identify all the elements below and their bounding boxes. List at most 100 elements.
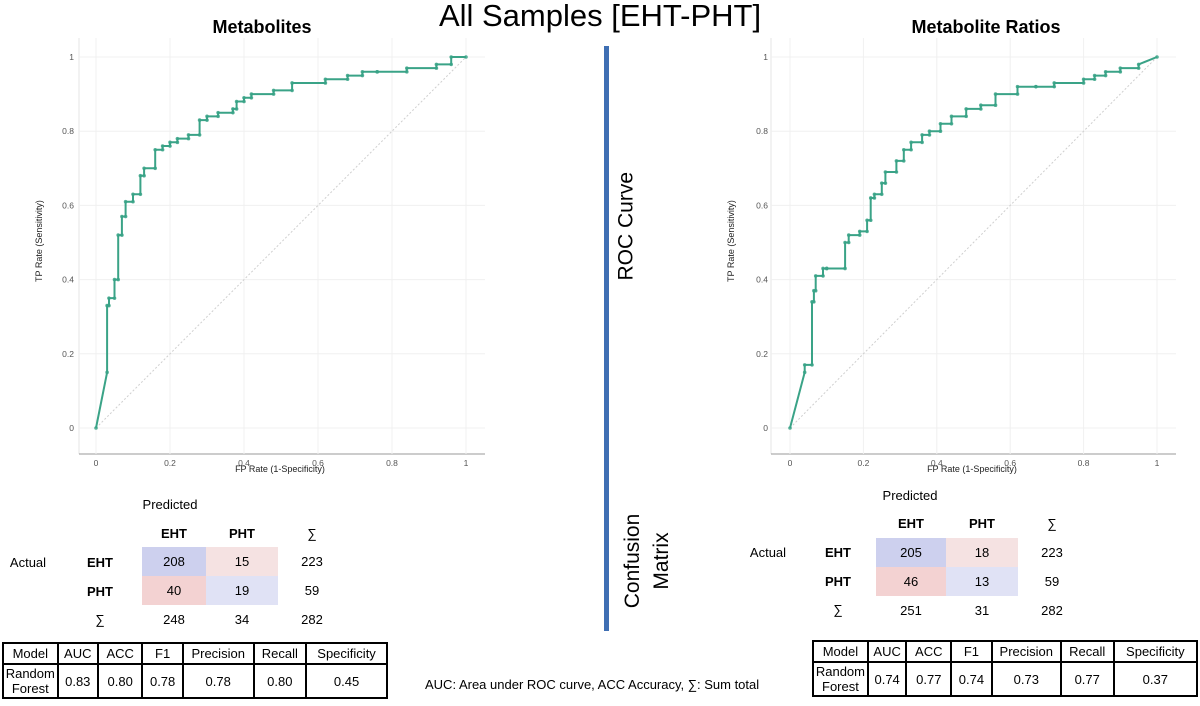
roc-point bbox=[197, 133, 202, 137]
roc-point bbox=[234, 99, 239, 104]
roc-point bbox=[94, 426, 98, 430]
y-axis-label: TP Rate (Sensitivity) bbox=[34, 200, 44, 282]
roc-point bbox=[927, 129, 932, 133]
roc-point bbox=[175, 140, 180, 145]
roc-point bbox=[112, 296, 117, 300]
roc-point bbox=[843, 266, 847, 271]
roc-point bbox=[105, 370, 109, 375]
x-axis-label: FP Rate (1-Specificity) bbox=[235, 464, 325, 474]
roc-point bbox=[883, 181, 888, 185]
metrics-f1-value: 0.74 bbox=[950, 661, 993, 697]
roc-point bbox=[434, 66, 439, 70]
roc-point bbox=[242, 99, 246, 104]
roc-point bbox=[138, 192, 143, 197]
y-tick-label: 0.8 bbox=[62, 126, 74, 136]
metrics-precision-value: 0.78 bbox=[181, 663, 255, 699]
cm-cell-eht-sum: 223 bbox=[1041, 545, 1063, 560]
roc-point bbox=[868, 196, 873, 200]
x-tick-label: 0.2 bbox=[857, 458, 869, 468]
cm-actual-label: Actual bbox=[9, 555, 47, 570]
metrics-header-precision: Precision bbox=[181, 642, 255, 665]
cm-cell-pht-eht: 40 bbox=[142, 576, 206, 605]
roc-point bbox=[909, 147, 913, 152]
roc-point bbox=[186, 136, 191, 141]
roc-point bbox=[865, 229, 869, 234]
cm-cell-sum-eht: 251 bbox=[900, 603, 922, 618]
roc-point bbox=[1103, 70, 1108, 74]
roc-point bbox=[865, 218, 869, 223]
x-axis-label: FP Rate (1-Specificity) bbox=[927, 464, 1017, 474]
cm-row-pht: PHT bbox=[87, 584, 113, 599]
y-tick-label: 0.2 bbox=[756, 349, 768, 359]
roc-point bbox=[949, 114, 954, 119]
y-tick-label: 0.4 bbox=[756, 275, 768, 285]
roc-point bbox=[168, 140, 172, 145]
chance-diagonal bbox=[789, 56, 1158, 429]
x-tick-label: 0.4 bbox=[238, 458, 250, 468]
cm-row-pht: PHT bbox=[825, 574, 851, 589]
metrics-table-metabolites: Model AUC ACC F1 Precision Recall Specif… bbox=[2, 642, 388, 699]
roc-point bbox=[197, 118, 202, 122]
roc-point bbox=[901, 159, 906, 163]
roc-point bbox=[1052, 81, 1057, 85]
roc-point bbox=[231, 107, 235, 111]
roc-point bbox=[242, 96, 246, 100]
cm-predicted-label: Predicted bbox=[142, 497, 198, 512]
cm-row-sum: ∑ bbox=[833, 602, 843, 617]
roc-point bbox=[964, 107, 968, 111]
metrics-model-name: Random Forest bbox=[2, 663, 59, 699]
roc-point bbox=[824, 266, 829, 271]
roc-point bbox=[271, 92, 276, 96]
roc-point bbox=[290, 81, 294, 85]
cm-cell-pht-sum: 59 bbox=[304, 583, 320, 598]
cm-col-eht: EHT bbox=[161, 526, 187, 541]
roc-point bbox=[290, 88, 294, 93]
roc-point bbox=[123, 214, 128, 219]
roc-point bbox=[186, 133, 191, 137]
roc-point bbox=[813, 288, 818, 293]
roc-point bbox=[964, 114, 968, 119]
roc-point bbox=[843, 240, 847, 245]
roc-point bbox=[405, 66, 409, 70]
roc-point bbox=[1136, 66, 1141, 70]
metrics-table-metabolite-ratios: Model AUC ACC F1 Precision Recall Specif… bbox=[812, 640, 1199, 697]
roc-point bbox=[216, 114, 220, 119]
cm-cell-pht-pht: 19 bbox=[206, 576, 278, 605]
roc-point bbox=[872, 192, 877, 197]
roc-point bbox=[894, 159, 899, 163]
roc-point bbox=[979, 107, 983, 111]
roc-point bbox=[879, 181, 884, 185]
cm-actual-label: Actual bbox=[749, 545, 787, 560]
roc-point bbox=[1092, 77, 1097, 82]
y-tick-label: 0.6 bbox=[756, 200, 768, 210]
roc-point bbox=[449, 55, 454, 59]
cm-col-pht: PHT bbox=[969, 516, 995, 531]
roc-point bbox=[360, 70, 365, 74]
metrics-header-specificity: Specificity bbox=[305, 642, 388, 665]
roc-point bbox=[271, 88, 276, 93]
metrics-specificity-value: 0.45 bbox=[305, 663, 388, 699]
roc-curve-line bbox=[789, 56, 1158, 429]
cm-cell-eht-eht: 205 bbox=[876, 538, 946, 567]
roc-point bbox=[234, 107, 239, 111]
roc-point bbox=[846, 240, 851, 245]
cm-cell-sum-sum: 282 bbox=[301, 612, 323, 627]
roc-point bbox=[345, 73, 350, 78]
x-tick-label: 1 bbox=[464, 458, 469, 468]
metrics-recall-value: 0.80 bbox=[252, 663, 308, 699]
y-tick-label: 0.2 bbox=[62, 349, 74, 359]
roc-point bbox=[168, 144, 172, 148]
roc-point bbox=[449, 62, 454, 67]
roc-point bbox=[153, 166, 157, 171]
cm-cell-sum-pht: 31 bbox=[974, 603, 990, 618]
roc-point bbox=[153, 147, 157, 152]
cm-row-eht: EHT bbox=[87, 555, 113, 570]
metrics-auc-value: 0.83 bbox=[56, 663, 99, 699]
roc-point bbox=[788, 426, 792, 430]
roc-point bbox=[1136, 62, 1141, 67]
metrics-header-recall: Recall bbox=[252, 642, 308, 665]
x-tick-label: 0 bbox=[94, 458, 99, 468]
roc-point bbox=[920, 133, 924, 137]
roc-point bbox=[927, 133, 932, 137]
metrics-specificity-value: 0.37 bbox=[1112, 661, 1199, 697]
